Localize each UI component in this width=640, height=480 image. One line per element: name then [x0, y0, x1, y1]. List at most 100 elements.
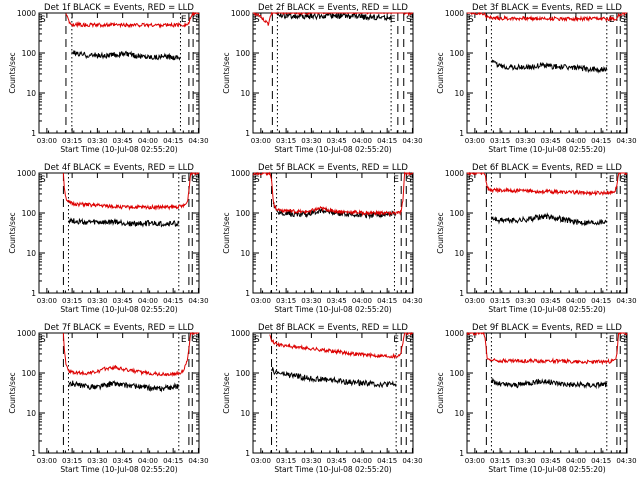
- detector-panel: Det 9f BLACK = Events, RED = LLD 1 10 100 10…: [436, 323, 637, 474]
- start-marker-label: S: [406, 175, 412, 185]
- detector-panel: Det 8f BLACK = Events, RED = LLD 1 10 100 10…: [222, 323, 423, 474]
- x-tick-label: 03:00: [251, 297, 271, 305]
- x-tick-label: 04:15: [377, 137, 397, 145]
- y-tick-label: 1: [31, 289, 36, 298]
- plot-frame: [38, 12, 200, 134]
- panel-title: Det 7f BLACK = Events, RED = LLD: [44, 323, 194, 333]
- end-marker-label: E: [181, 175, 187, 185]
- y-tick-label: 100: [450, 209, 465, 218]
- x-tick-label: 04:15: [163, 457, 183, 465]
- y-tick-label: 10: [454, 249, 464, 258]
- x-tick-label: 03:30: [87, 137, 107, 145]
- end-marker-label: E: [181, 335, 187, 345]
- start-marker-label: S: [40, 175, 46, 185]
- y-tick-label: 1000: [17, 9, 36, 18]
- y-tick-label: 1: [31, 449, 36, 458]
- x-tick-label: 03:45: [113, 137, 133, 145]
- start-marker-label: S: [254, 15, 260, 25]
- x-tick-label: 04:30: [402, 137, 422, 145]
- panel-title: Det 8f BLACK = Events, RED = LLD: [258, 323, 408, 333]
- panel-title: Det 3f BLACK = Events, RED = LLD: [472, 3, 622, 13]
- panel-title: Det 4f BLACK = Events, RED = LLD: [44, 163, 194, 173]
- y-tick-label: 100: [450, 369, 465, 378]
- x-tick-label: 04:30: [188, 297, 208, 305]
- end-marker-label: E: [609, 175, 615, 185]
- y-tick-label: 100: [236, 49, 251, 58]
- start-marker-label: S: [468, 175, 474, 185]
- start-marker-label: S: [468, 15, 474, 25]
- y-tick-label: 10: [454, 409, 464, 418]
- x-tick-label: 04:30: [402, 457, 422, 465]
- lld-series-line: [466, 331, 628, 366]
- start-marker-label: S: [620, 15, 626, 25]
- x-tick-label: 03:00: [37, 137, 57, 145]
- lld-series-line: [466, 11, 627, 23]
- x-tick-label: 03:30: [87, 297, 107, 305]
- y-tick-label: 1000: [17, 329, 36, 338]
- start-marker-label: S: [192, 175, 198, 185]
- x-tick-label: 04:00: [352, 457, 372, 465]
- detector-panel: Det 4f BLACK = Events, RED = LLD 1 10 100 10…: [8, 163, 209, 314]
- x-tick-label: 04:00: [566, 297, 586, 305]
- panel-title: Det 1f BLACK = Events, RED = LLD: [44, 3, 194, 13]
- y-axis-label: Counts/sec: [222, 372, 231, 413]
- y-tick-label: 100: [22, 369, 37, 378]
- start-marker-label: S: [620, 335, 626, 345]
- x-tick-label: 04:00: [138, 297, 158, 305]
- y-tick-label: 100: [22, 49, 37, 58]
- x-tick-label: 03:00: [465, 457, 485, 465]
- x-tick-label: 03:45: [327, 137, 347, 145]
- x-tick-label: 03:30: [87, 457, 107, 465]
- lld-series-line: [62, 331, 199, 378]
- x-axis-label: Start Time (10-Jul-08 02:55:20): [60, 305, 177, 314]
- x-tick-label: 04:00: [138, 457, 158, 465]
- y-tick-label: 1000: [17, 169, 36, 178]
- detector-panel: Det 2f BLACK = Events, RED = LLD 1 10 100 10…: [222, 3, 423, 154]
- y-tick-label: 1000: [445, 9, 464, 18]
- x-tick-label: 03:45: [327, 457, 347, 465]
- x-tick-label: 04:30: [616, 137, 636, 145]
- lld-series-line: [252, 11, 413, 26]
- plot-frame: [38, 332, 200, 454]
- x-tick-label: 03:30: [515, 457, 535, 465]
- x-tick-label: 03:15: [490, 137, 510, 145]
- events-series-line: [276, 11, 392, 22]
- x-tick-label: 04:15: [377, 297, 397, 305]
- events-series-line: [490, 59, 608, 74]
- x-tick-label: 03:15: [276, 137, 296, 145]
- x-tick-label: 03:45: [113, 457, 133, 465]
- start-marker-label: S: [254, 335, 260, 345]
- detector-panel: Det 6f BLACK = Events, RED = LLD 1 10 100 10…: [436, 163, 637, 314]
- x-tick-label: 03:15: [490, 457, 510, 465]
- y-tick-label: 100: [22, 209, 37, 218]
- x-tick-label: 04:00: [352, 137, 372, 145]
- y-tick-label: 100: [450, 49, 465, 58]
- x-tick-label: 03:15: [276, 457, 296, 465]
- x-axis-label: Start Time (10-Jul-08 02:55:20): [274, 145, 391, 154]
- x-tick-label: 03:45: [113, 297, 133, 305]
- x-tick-label: 03:00: [465, 137, 485, 145]
- events-series-line: [68, 217, 180, 228]
- x-tick-label: 03:30: [515, 137, 535, 145]
- plot-frame: [252, 332, 414, 454]
- start-marker-label: S: [40, 335, 46, 345]
- panel-title: Det 9f BLACK = Events, RED = LLD: [472, 323, 622, 333]
- start-marker-label: S: [406, 15, 412, 25]
- x-tick-label: 04:15: [591, 137, 611, 145]
- y-tick-label: 10: [240, 89, 250, 98]
- x-tick-label: 03:30: [301, 457, 321, 465]
- events-series-line: [490, 377, 608, 390]
- y-tick-label: 10: [26, 409, 36, 418]
- x-tick-label: 03:45: [541, 297, 561, 305]
- y-tick-label: 1: [245, 129, 250, 138]
- y-tick-label: 1: [459, 449, 464, 458]
- x-tick-label: 04:00: [138, 137, 158, 145]
- y-tick-label: 10: [454, 89, 464, 98]
- y-tick-label: 1: [245, 449, 250, 458]
- end-marker-label: E: [181, 15, 187, 25]
- x-tick-label: 03:00: [251, 457, 271, 465]
- y-axis-label: Counts/sec: [222, 52, 231, 93]
- plot-frame: [252, 172, 414, 294]
- y-tick-label: 100: [236, 209, 251, 218]
